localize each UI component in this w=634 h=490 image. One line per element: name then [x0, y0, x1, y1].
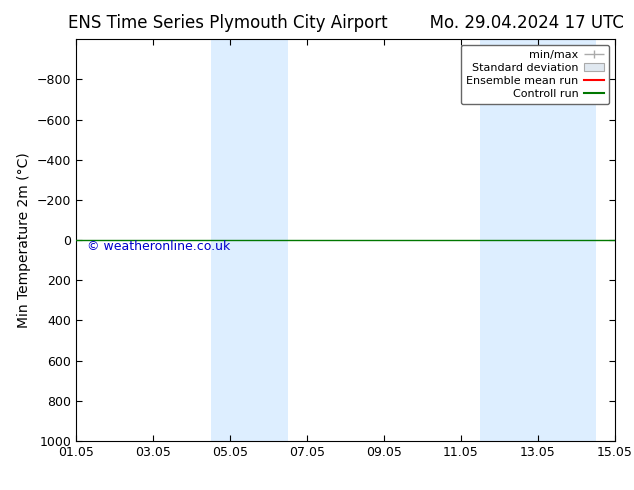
Bar — [538, 39, 596, 441]
Text: © weatheronline.co.uk: © weatheronline.co.uk — [87, 240, 230, 253]
Y-axis label: Min Temperature 2m (°C): Min Temperature 2m (°C) — [17, 152, 31, 328]
Bar — [480, 39, 538, 441]
Bar — [210, 39, 288, 441]
Legend: min/max, Standard deviation, Ensemble mean run, Controll run: min/max, Standard deviation, Ensemble me… — [460, 45, 609, 104]
Title: ENS Time Series Plymouth City Airport        Mo. 29.04.2024 17 UTC: ENS Time Series Plymouth City Airport Mo… — [68, 14, 623, 32]
